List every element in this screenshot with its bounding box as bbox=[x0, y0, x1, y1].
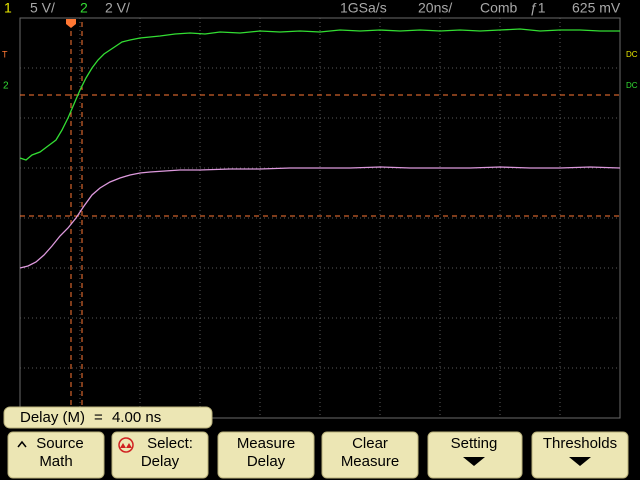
softkey-label: Source bbox=[36, 435, 84, 452]
softkey[interactable]: Setting bbox=[427, 431, 523, 479]
trigger-level-marker: T bbox=[2, 49, 8, 59]
softkey[interactable]: Clear Measure bbox=[321, 431, 419, 479]
trigger: ƒ1 bbox=[530, 0, 546, 16]
readout-equals: = bbox=[94, 409, 103, 426]
readout-box bbox=[3, 406, 213, 429]
ch2-ground-marker: 2 bbox=[3, 81, 9, 92]
softkey-label: Delay bbox=[247, 453, 286, 470]
timebase: 20ns/ bbox=[418, 0, 452, 16]
readout-value: 4.00 ns bbox=[112, 409, 161, 426]
ch2-coupling: DC bbox=[626, 81, 638, 90]
ch2-number: 2 bbox=[80, 0, 88, 16]
trigger-level: 625 mV bbox=[572, 0, 621, 16]
math-trace bbox=[19, 166, 621, 269]
softkey-label: Measure bbox=[237, 435, 295, 452]
ch1-number: 1 bbox=[4, 0, 12, 16]
softkey[interactable]: Source Math bbox=[7, 431, 105, 479]
softkey-label: Clear bbox=[352, 435, 388, 452]
sample-rate: 1GSa/s bbox=[340, 0, 387, 16]
softkey-label: Select: bbox=[147, 435, 193, 452]
readout-label: Delay (M) bbox=[20, 409, 85, 426]
softkey[interactable]: Measure Delay bbox=[217, 431, 315, 479]
trigger-position-marker bbox=[66, 19, 76, 28]
softkey-label: Math bbox=[39, 453, 72, 470]
softkey-label: Setting bbox=[451, 435, 498, 452]
acquisition-mode: Comb bbox=[480, 0, 518, 16]
softkey[interactable]: Thresholds bbox=[531, 431, 629, 479]
ch1-scale: 5 V/ bbox=[30, 0, 55, 16]
softkey-label: Measure bbox=[341, 453, 399, 470]
softkey-label: Thresholds bbox=[543, 435, 617, 452]
ch2-trace bbox=[19, 28, 620, 161]
ch1-coupling: DC bbox=[626, 50, 638, 59]
ch2-scale: 2 V/ bbox=[105, 0, 130, 16]
softkey-label: Delay bbox=[141, 453, 180, 470]
softkey[interactable]: Select: Delay bbox=[111, 431, 209, 479]
